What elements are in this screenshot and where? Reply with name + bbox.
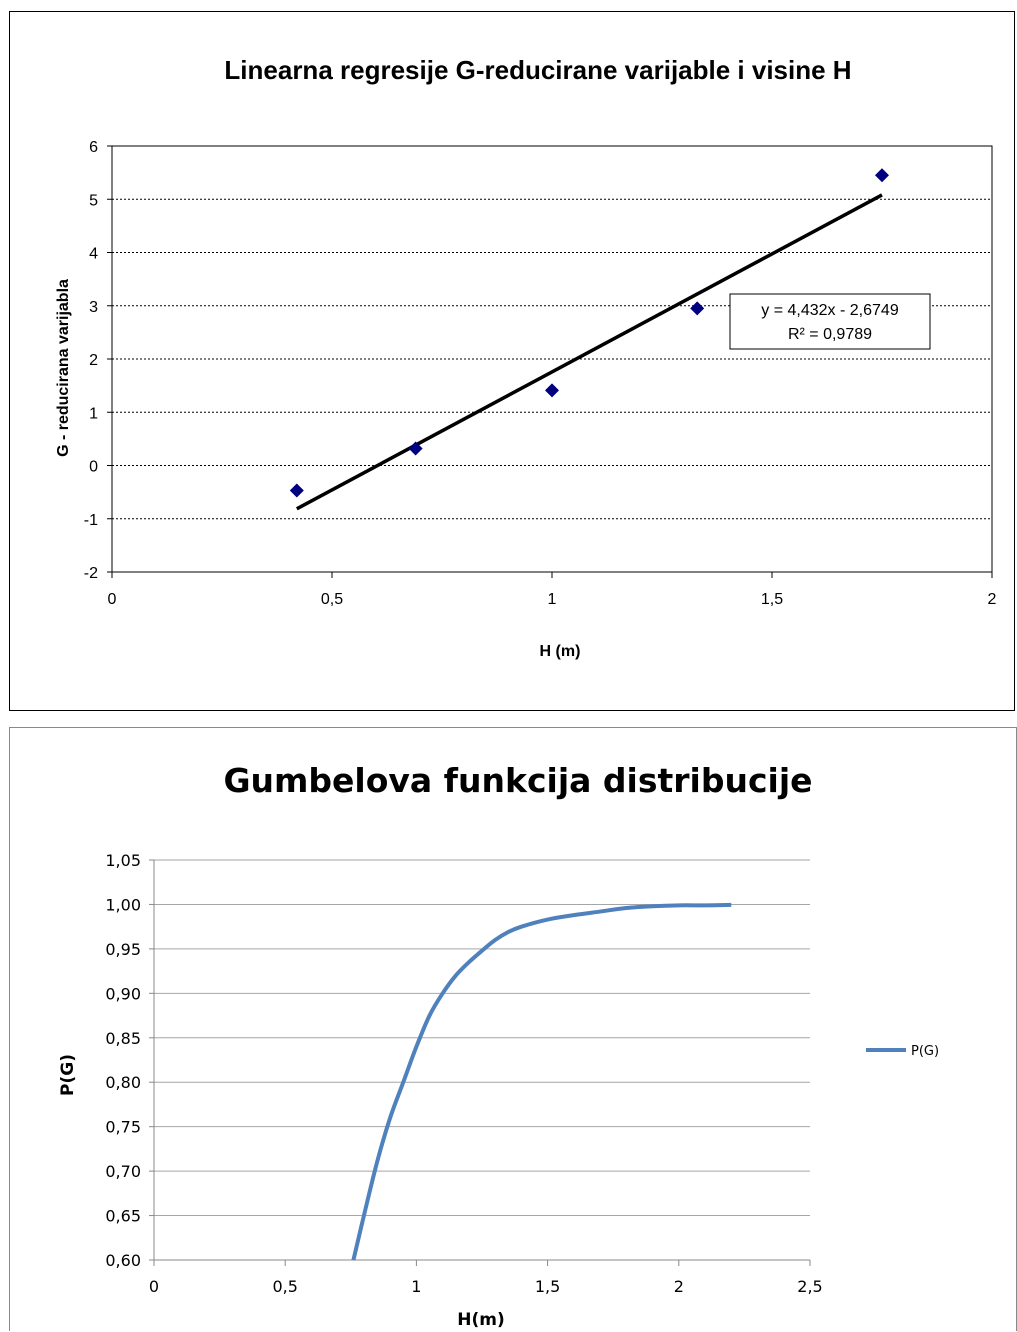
gumbel-chart: Gumbelova funkcija distribucije H(m) P(G… xyxy=(58,761,939,1330)
y-tick-label: 0,65 xyxy=(105,1207,141,1226)
data-point xyxy=(690,301,705,316)
x-tick-label: 0,5 xyxy=(321,591,343,608)
y-tick-label: 2 xyxy=(89,352,98,369)
y-tick-label: 0,60 xyxy=(105,1251,141,1270)
x-axis-label: H(m) xyxy=(457,1310,504,1330)
y-tick-label: 5 xyxy=(89,192,98,209)
y-tick-label: 0,90 xyxy=(105,984,141,1003)
x-tick-label: 1,5 xyxy=(761,591,783,608)
x-tick-label: 0,5 xyxy=(272,1277,297,1296)
x-tick-label: 1,5 xyxy=(535,1277,560,1296)
x-axis-label: H (m) xyxy=(540,643,581,660)
trendline xyxy=(295,193,883,511)
y-tick-label: 0,85 xyxy=(105,1029,141,1048)
regression-chart-panel: Linearna regresije G-reducirane varijabl… xyxy=(9,11,1015,711)
regression-equation: y = 4,432x - 2,6749 xyxy=(761,302,899,319)
regression-equation-box: y = 4,432x - 2,6749 R² = 0,9789 xyxy=(729,293,931,350)
y-tick-label: -2 xyxy=(84,565,98,582)
y-tick-label: 4 xyxy=(89,246,98,263)
y-tick-label: 0 xyxy=(89,459,98,476)
y-tick-label: -1 xyxy=(84,512,98,529)
legend-label: P(G) xyxy=(911,1044,939,1059)
y-tick-label: 3 xyxy=(89,299,98,316)
r-squared-value: R² = 0,9789 xyxy=(788,326,872,343)
x-tick-label: 2 xyxy=(988,591,997,608)
plot-area xyxy=(111,145,993,573)
x-tick-label: 2 xyxy=(674,1277,684,1296)
y-tick-label: 1,05 xyxy=(105,851,141,870)
y-tick-label: 0,95 xyxy=(105,940,141,959)
x-tick-label: 1 xyxy=(411,1277,421,1296)
x-tick-label: 0 xyxy=(149,1277,159,1296)
chart-title: Linearna regresije G-reducirane varijabl… xyxy=(224,55,851,85)
equation-box-frame xyxy=(729,293,931,350)
x-tick-label: 2,5 xyxy=(797,1277,822,1296)
gumbel-chart-panel: Gumbelova funkcija distribucije H(m) P(G… xyxy=(9,727,1017,1331)
chart-title: Gumbelova funkcija distribucije xyxy=(223,761,812,800)
series-line-pg xyxy=(351,902,732,1261)
y-tick-label: 0,70 xyxy=(105,1162,141,1181)
y-tick-label: 0,75 xyxy=(105,1118,141,1137)
legend: P(G) xyxy=(866,1044,939,1059)
y-tick-label: 6 xyxy=(89,139,98,156)
y-tick-label: 0,80 xyxy=(105,1073,141,1092)
x-tick-label: 0 xyxy=(108,591,117,608)
y-tick-label: 1 xyxy=(89,405,98,422)
data-point xyxy=(545,383,559,398)
data-point xyxy=(408,441,423,456)
data-point xyxy=(289,483,304,498)
regression-chart: Linearna regresije G-reducirane varijabl… xyxy=(55,55,997,660)
x-tick-label: 1 xyxy=(548,591,557,608)
y-tick-label: 1,00 xyxy=(105,895,141,914)
y-axis-label: P(G) xyxy=(58,1054,78,1096)
y-axis-label: G - reducirana varijabla xyxy=(55,279,72,457)
data-point xyxy=(875,168,889,183)
